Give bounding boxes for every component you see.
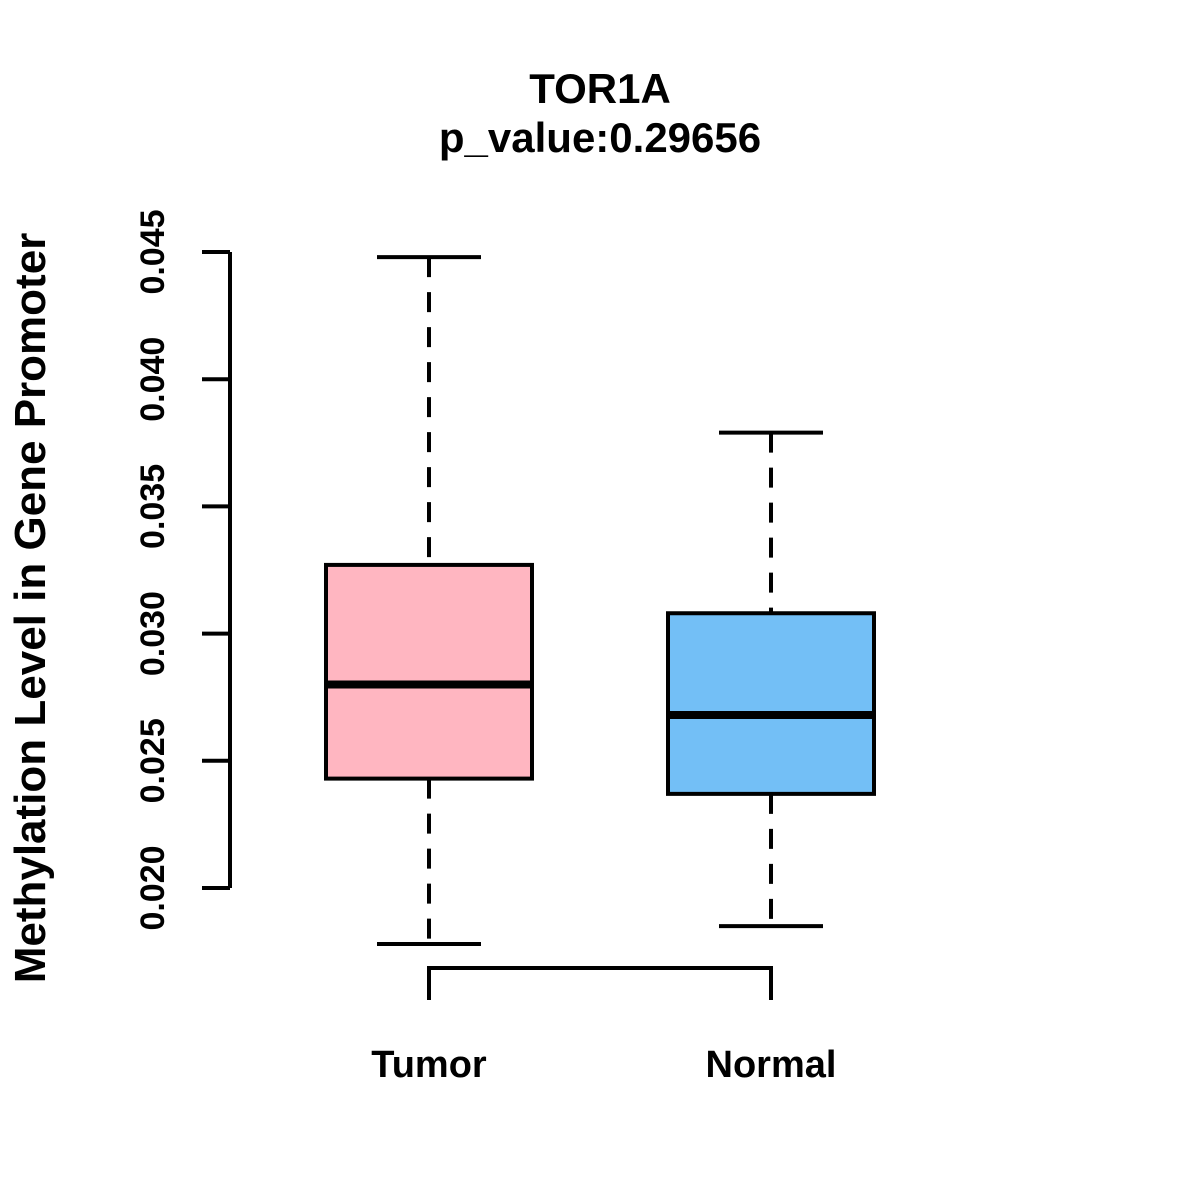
box-normal xyxy=(666,611,876,796)
boxes-layer xyxy=(324,255,876,946)
y-tick-label: 0.040 xyxy=(134,337,172,422)
y-tick-label: 0.030 xyxy=(134,591,172,676)
x-axis-bracket xyxy=(427,966,773,1000)
x-category-label-tumor: Tumor xyxy=(371,1044,487,1086)
x-category-label-normal: Normal xyxy=(706,1044,837,1086)
y-tick-label: 0.020 xyxy=(134,845,172,930)
y-tick-label: 0.025 xyxy=(134,718,172,803)
box-group-normal xyxy=(666,430,876,929)
y-axis: 0.020 0.025 0.030 0.035 0.040 0.045 xyxy=(134,209,232,931)
box-tumor xyxy=(324,562,534,781)
y-tick-label: 0.035 xyxy=(134,464,172,549)
y-tick-label: 0.045 xyxy=(134,209,172,294)
chart-title: TOR1A xyxy=(529,65,671,112)
x-axis: Tumor Normal xyxy=(371,966,837,1086)
box-group-tumor xyxy=(324,255,534,946)
chart-subtitle: p_value:0.29656 xyxy=(439,114,761,161)
y-axis-title: Methylation Level in Gene Promoter xyxy=(6,233,55,984)
